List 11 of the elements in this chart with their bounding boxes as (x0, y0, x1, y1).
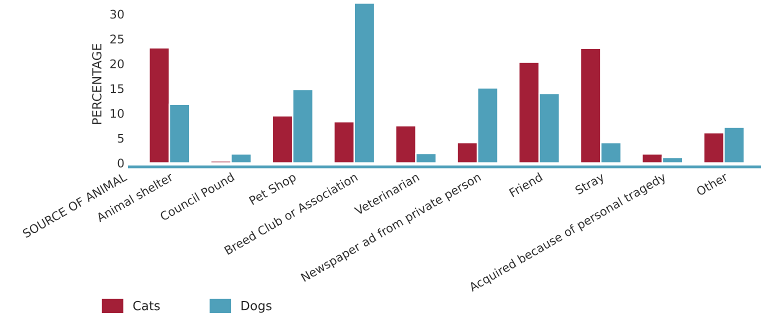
y-tick-label: 15 (110, 84, 124, 94)
y-tick-label: 0 (118, 158, 124, 168)
y-tick-label: 30 (110, 10, 124, 19)
legend-label: Dogs (242, 301, 272, 313)
y-tick-label: 5 (118, 134, 124, 143)
y-tick-label: 25 (110, 34, 124, 44)
legend-label: Cats (133, 300, 160, 310)
x-tick-label: Pet Shop (248, 172, 298, 208)
y-tick-label: 20 (110, 59, 124, 68)
y-tick-label: 10 (110, 108, 124, 118)
y-axis-title: PERCENTAGE (92, 44, 102, 124)
